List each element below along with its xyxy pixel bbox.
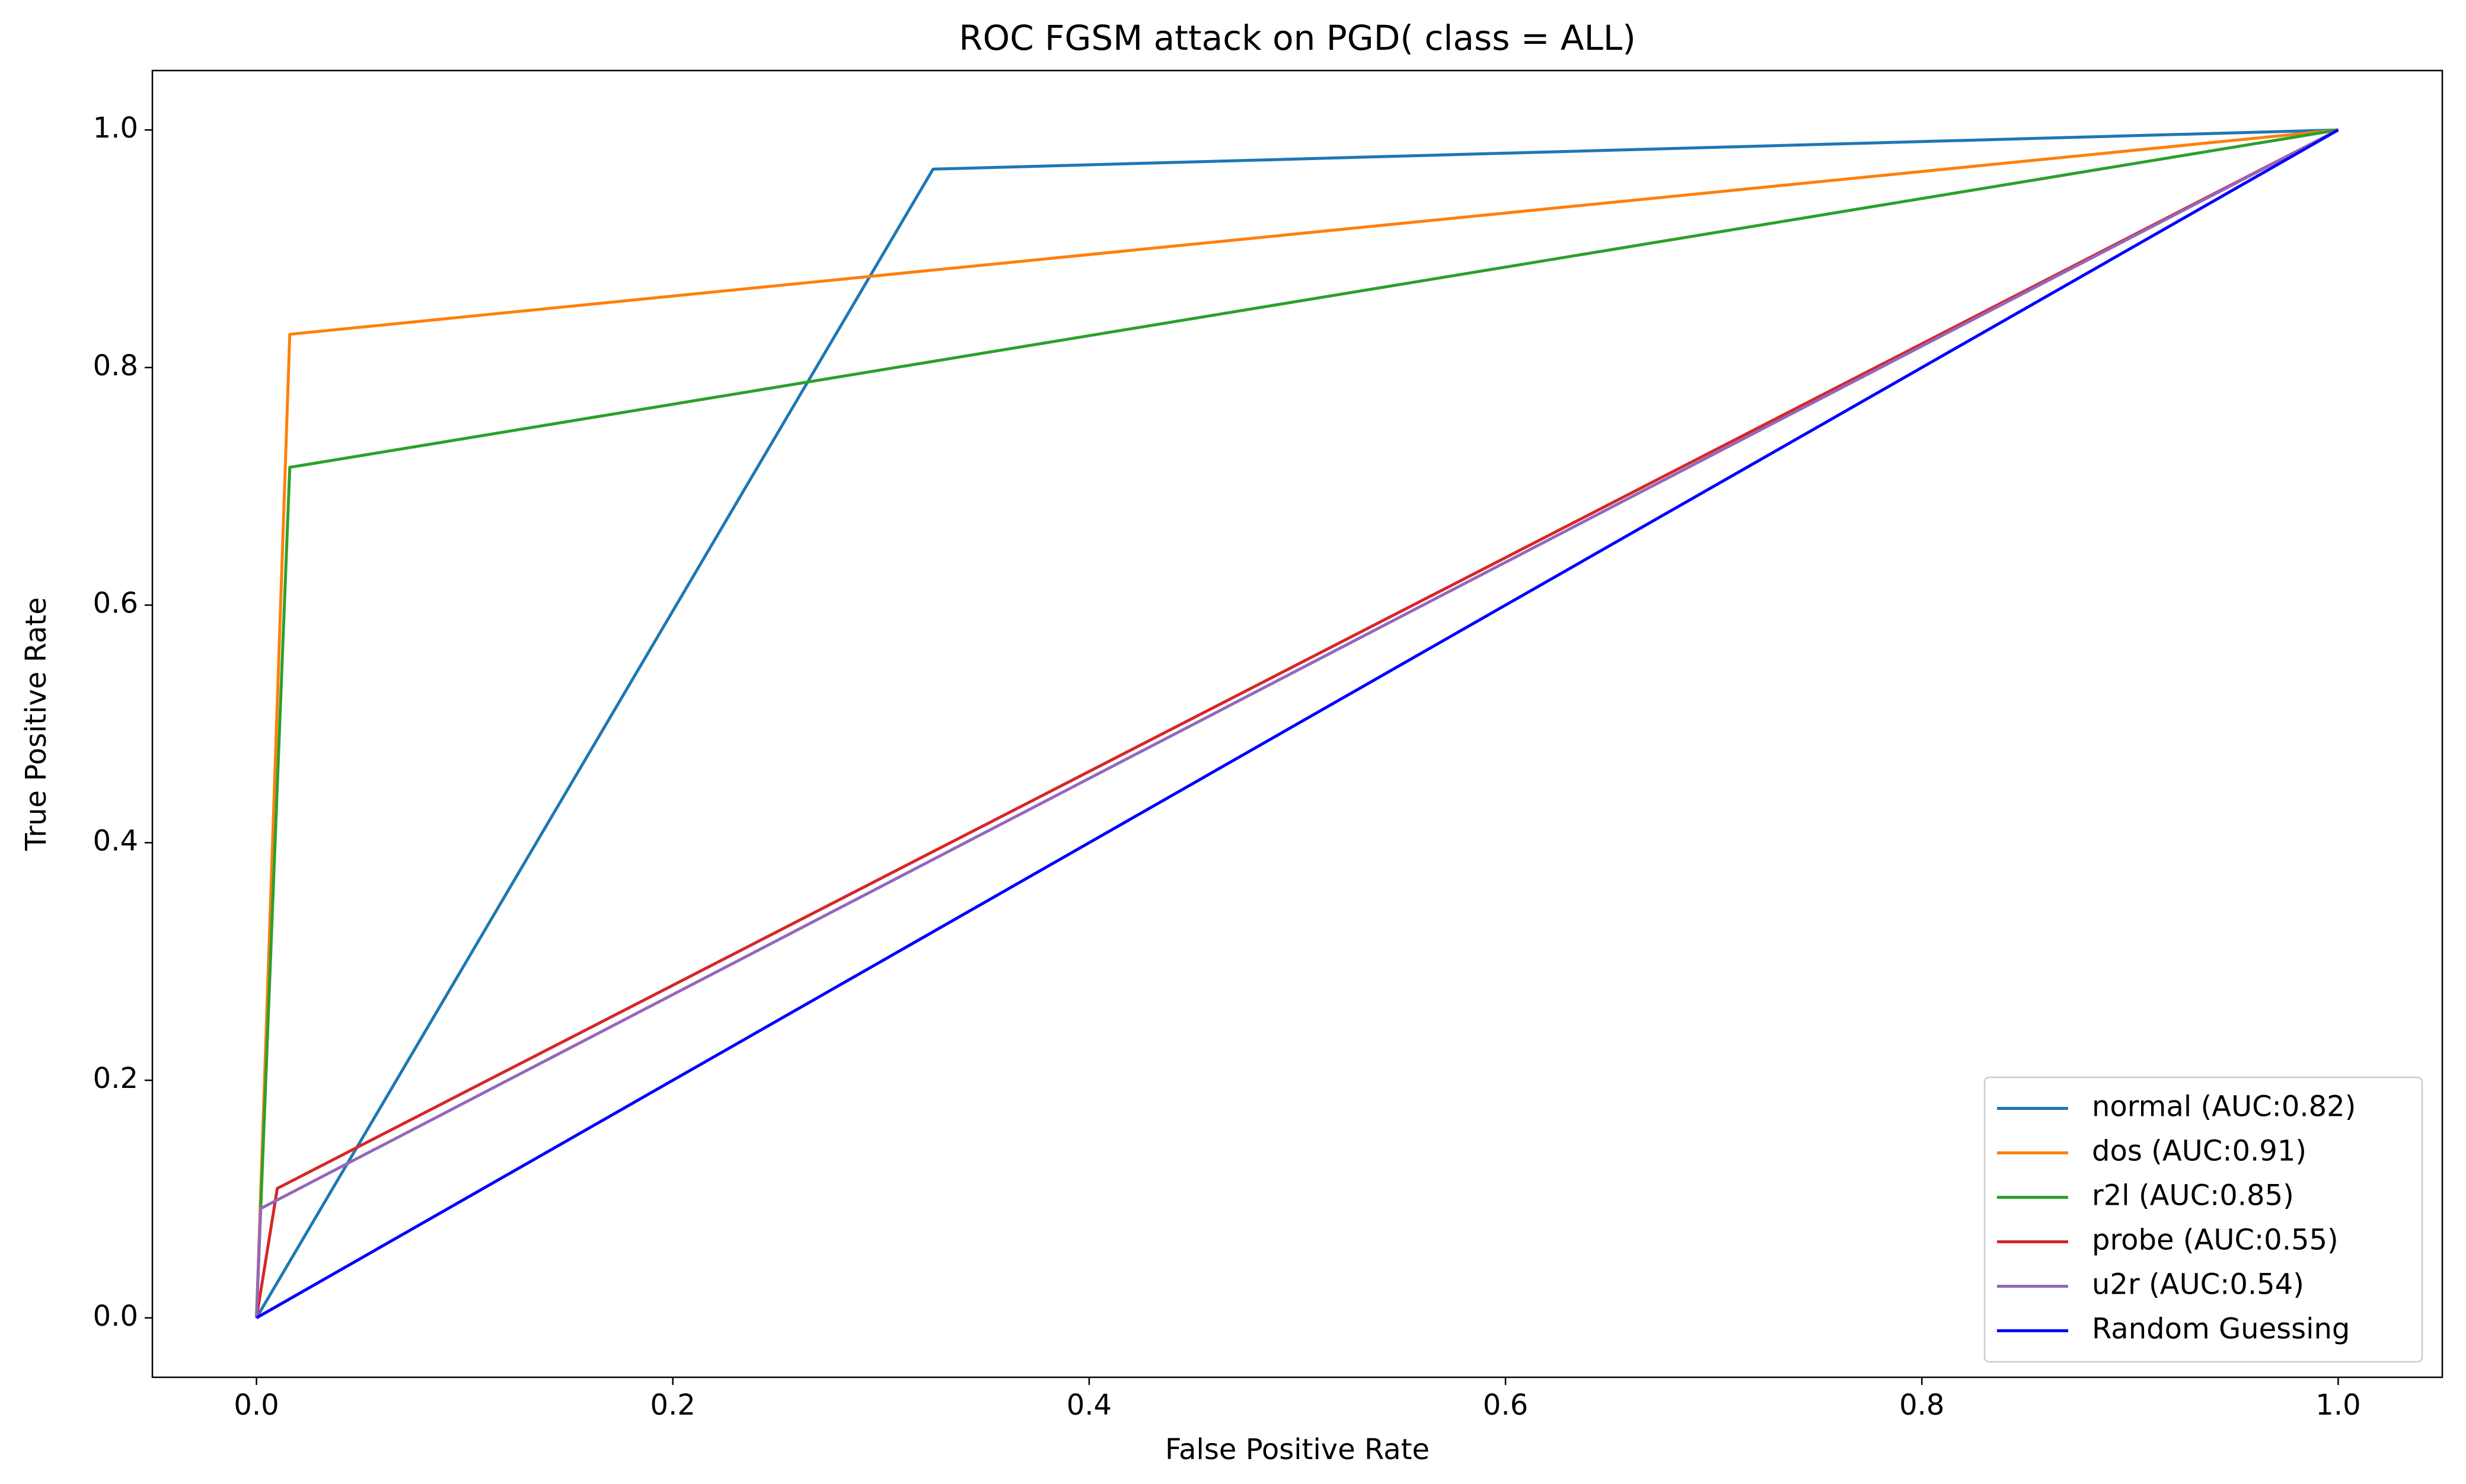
y-tick-label: 0.8 — [93, 349, 138, 382]
series-line — [255, 128, 2339, 1319]
y-tick-label: 0.4 — [93, 824, 138, 857]
x-tick-label: 0.2 — [650, 1389, 696, 1422]
x-tick-label: 1.0 — [2315, 1389, 2360, 1422]
y-axis-label: True Positive Rate — [20, 597, 53, 851]
plot-frame — [151, 69, 2443, 1378]
series-line — [256, 129, 2339, 1319]
chart-title: ROC FGSM attack on PGD( class = ALL) — [959, 18, 1636, 58]
legend-label: dos (AUC:0.91) — [2092, 1135, 2307, 1168]
series-line — [255, 128, 2339, 1318]
series-line — [255, 128, 2339, 1318]
legend-label: u2r (AUC:0.54) — [2092, 1268, 2304, 1301]
series-line — [255, 128, 2339, 1318]
y-tick-label: 0.2 — [93, 1062, 138, 1095]
legend-label: Random Guessing — [2092, 1313, 2350, 1346]
x-tick-label: 0.8 — [1899, 1389, 1944, 1422]
legend-label: r2l (AUC:0.85) — [2092, 1179, 2294, 1212]
series-line — [255, 128, 2339, 1319]
y-tick-label: 1.0 — [93, 111, 138, 145]
y-tick-label: 0.6 — [93, 587, 138, 620]
x-axis-label: False Positive Rate — [1165, 1433, 1430, 1466]
legend-label: probe (AUC:0.55) — [2092, 1224, 2339, 1257]
x-tick-label: 0.0 — [234, 1389, 279, 1422]
x-tick-label: 0.4 — [1067, 1389, 1112, 1422]
y-tick-label: 0.0 — [93, 1300, 138, 1333]
x-tick-label: 0.6 — [1483, 1389, 1528, 1422]
legend-label: normal (AUC:0.82) — [2092, 1090, 2356, 1124]
legend-box — [1983, 1076, 2423, 1363]
